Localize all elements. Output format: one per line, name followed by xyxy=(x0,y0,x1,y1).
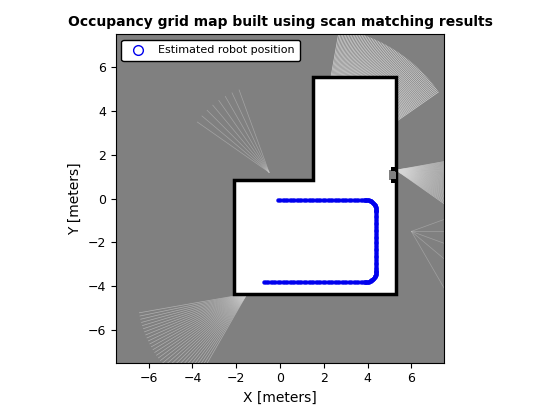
Estimated robot position xyxy=(312,197,319,202)
Line: Estimated robot position: Estimated robot position xyxy=(262,198,378,284)
Bar xyxy=(389,170,396,180)
Estimated robot position xyxy=(274,197,281,202)
Bar xyxy=(390,179,398,183)
X-axis label: X [meters]: X [meters] xyxy=(243,391,317,405)
Bar xyxy=(390,167,398,171)
Estimated robot position xyxy=(373,255,380,260)
Estimated robot position xyxy=(286,280,293,285)
Y-axis label: Y [meters]: Y [meters] xyxy=(68,162,82,235)
Legend: Estimated robot position: Estimated robot position xyxy=(122,40,300,61)
Estimated robot position xyxy=(260,280,267,285)
Title: Occupancy grid map built using scan matching results: Occupancy grid map built using scan matc… xyxy=(68,15,492,29)
Estimated robot position xyxy=(373,208,380,213)
Estimated robot position xyxy=(362,280,368,285)
Polygon shape xyxy=(234,77,396,294)
Estimated robot position xyxy=(366,279,373,284)
Estimated robot position xyxy=(338,197,345,202)
